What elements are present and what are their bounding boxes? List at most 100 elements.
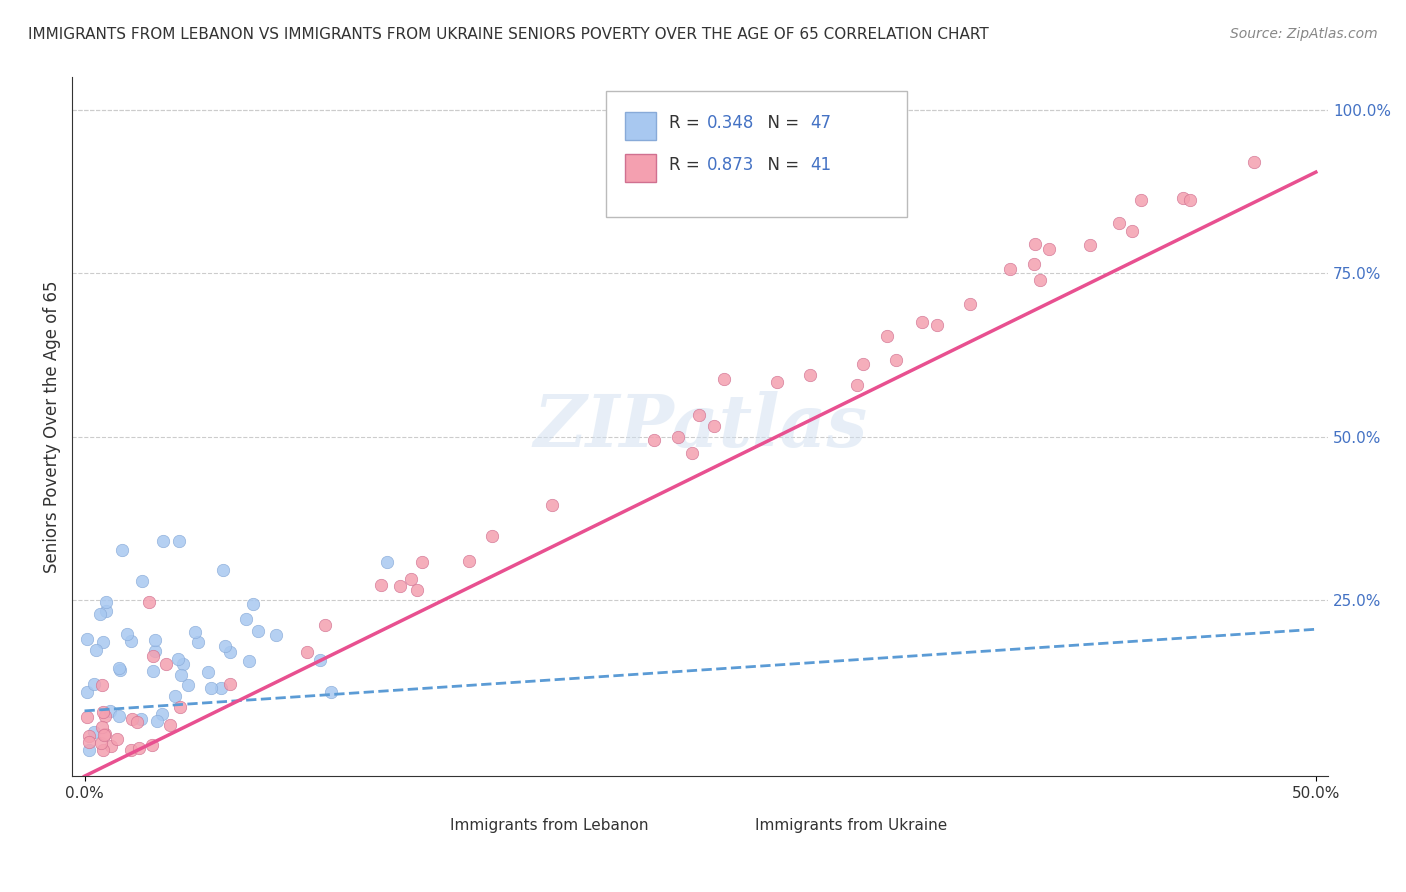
Point bbox=[91, 635, 114, 649]
Point bbox=[146, 714, 169, 729]
Point bbox=[703, 418, 725, 433]
Point bbox=[128, 740, 150, 755]
Point bbox=[131, 574, 153, 588]
Point bbox=[169, 534, 191, 549]
Point bbox=[159, 718, 181, 732]
Point bbox=[120, 743, 142, 757]
Point bbox=[115, 627, 138, 641]
Point bbox=[89, 607, 111, 622]
Point bbox=[129, 712, 152, 726]
Point bbox=[79, 735, 101, 749]
Point bbox=[77, 729, 100, 743]
Point bbox=[1178, 193, 1201, 207]
Text: IMMIGRANTS FROM LEBANON VS IMMIGRANTS FROM UKRAINE SENIORS POVERTY OVER THE AGE : IMMIGRANTS FROM LEBANON VS IMMIGRANTS FR… bbox=[28, 27, 988, 42]
FancyBboxPatch shape bbox=[624, 112, 657, 140]
Point bbox=[214, 639, 236, 653]
Point bbox=[96, 595, 118, 609]
Point bbox=[83, 677, 105, 691]
Point bbox=[884, 352, 907, 367]
Point bbox=[541, 498, 564, 512]
Point bbox=[120, 633, 142, 648]
Point bbox=[138, 594, 160, 608]
Point bbox=[98, 704, 121, 718]
Point bbox=[713, 371, 735, 385]
Point bbox=[219, 677, 242, 691]
Point bbox=[235, 612, 257, 626]
Text: Source: ZipAtlas.com: Source: ZipAtlas.com bbox=[1230, 27, 1378, 41]
Point bbox=[643, 433, 665, 447]
Point bbox=[457, 554, 479, 568]
Point bbox=[90, 720, 112, 734]
Point bbox=[141, 664, 163, 678]
Point bbox=[1108, 216, 1130, 230]
Point bbox=[177, 678, 200, 692]
Point bbox=[86, 643, 108, 657]
Text: 0.873: 0.873 bbox=[706, 156, 754, 174]
Point bbox=[76, 685, 98, 699]
Text: R =: R = bbox=[669, 156, 704, 174]
Point bbox=[94, 708, 117, 723]
Point bbox=[370, 578, 392, 592]
Point bbox=[94, 727, 117, 741]
Point bbox=[76, 632, 98, 646]
Point bbox=[1243, 155, 1265, 169]
Point bbox=[172, 657, 194, 671]
Point bbox=[125, 714, 148, 729]
Point bbox=[247, 624, 270, 639]
Text: ZIPatlas: ZIPatlas bbox=[533, 392, 868, 462]
FancyBboxPatch shape bbox=[606, 91, 907, 217]
Point bbox=[107, 709, 129, 723]
Text: R =: R = bbox=[669, 114, 704, 132]
Text: 0.348: 0.348 bbox=[706, 114, 754, 132]
Point bbox=[1171, 190, 1194, 204]
Point bbox=[105, 731, 128, 746]
Point bbox=[77, 743, 100, 757]
Point bbox=[90, 736, 112, 750]
Point bbox=[152, 534, 174, 549]
Point bbox=[319, 684, 342, 698]
Point bbox=[100, 739, 122, 754]
Point bbox=[121, 712, 143, 726]
Point bbox=[218, 645, 240, 659]
Point bbox=[1078, 238, 1101, 252]
Point bbox=[142, 649, 165, 664]
Point bbox=[846, 377, 869, 392]
Point bbox=[200, 681, 222, 695]
Point bbox=[108, 663, 131, 677]
Point bbox=[90, 678, 112, 692]
Point bbox=[187, 634, 209, 648]
Point bbox=[169, 700, 191, 714]
Point bbox=[411, 555, 433, 569]
Point bbox=[314, 617, 336, 632]
Point bbox=[406, 582, 429, 597]
Point bbox=[481, 529, 503, 543]
Point bbox=[167, 652, 190, 666]
Text: Immigrants from Ukraine: Immigrants from Ukraine bbox=[755, 818, 948, 833]
Point bbox=[242, 597, 264, 611]
Point bbox=[925, 318, 948, 333]
Point bbox=[375, 556, 398, 570]
Point bbox=[959, 297, 981, 311]
Point bbox=[295, 645, 318, 659]
Point bbox=[184, 624, 207, 639]
Point bbox=[150, 706, 173, 721]
Point bbox=[83, 725, 105, 739]
Text: N =: N = bbox=[756, 156, 804, 174]
Text: Immigrants from Lebanon: Immigrants from Lebanon bbox=[450, 818, 648, 833]
Point bbox=[197, 665, 219, 680]
Text: N =: N = bbox=[756, 114, 804, 132]
Point bbox=[165, 689, 187, 703]
Point bbox=[309, 653, 332, 667]
Point bbox=[209, 681, 232, 696]
Point bbox=[212, 563, 235, 577]
FancyBboxPatch shape bbox=[688, 811, 710, 829]
Y-axis label: Seniors Poverty Over the Age of 65: Seniors Poverty Over the Age of 65 bbox=[44, 281, 60, 573]
Point bbox=[1028, 273, 1050, 287]
Point bbox=[96, 604, 118, 618]
FancyBboxPatch shape bbox=[387, 811, 409, 829]
Point bbox=[766, 375, 789, 389]
Point bbox=[91, 705, 114, 719]
Point bbox=[1024, 236, 1046, 251]
Text: 47: 47 bbox=[811, 114, 832, 132]
Point bbox=[799, 368, 821, 382]
